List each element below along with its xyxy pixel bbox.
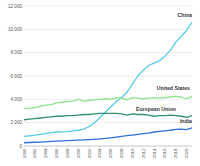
x-tick <box>89 146 90 148</box>
grid-line <box>24 52 192 53</box>
series-line <box>24 113 192 119</box>
grid-line <box>24 6 192 7</box>
y-tick-label: 2 000 <box>11 120 23 125</box>
x-tick-label: 1992 <box>32 148 37 158</box>
x-tick-label: 2018 <box>173 148 178 158</box>
x-tick-label: 2016 <box>162 148 167 158</box>
y-tick-label: 6 000 <box>11 74 23 79</box>
x-tick-label: 2008 <box>119 148 124 158</box>
x-tick-label: 2012 <box>141 148 146 158</box>
x-tick-label: 1998 <box>65 148 70 158</box>
x-tick-label: 2000 <box>76 148 81 158</box>
series-label: China <box>178 12 193 18</box>
x-tick-label: 1990 <box>22 148 27 158</box>
series-label: European Union <box>136 106 176 112</box>
series-label: United States <box>157 85 190 91</box>
y-tick-label: 10 000 <box>8 27 22 32</box>
series-label: India <box>180 118 192 124</box>
y-tick-label: 12 000 <box>8 4 22 9</box>
y-tick-label: 4 000 <box>11 97 23 102</box>
series-line <box>24 22 192 136</box>
x-tick-label: 2004 <box>97 148 102 158</box>
x-tick <box>121 146 122 148</box>
y-tick-label: 0 <box>19 144 22 149</box>
grid-line <box>24 122 192 123</box>
series-line <box>24 128 192 143</box>
grid-line <box>24 29 192 30</box>
x-tick <box>154 146 155 148</box>
x-tick <box>99 146 100 148</box>
x-tick-label: 2002 <box>87 148 92 158</box>
grid-line <box>24 76 192 77</box>
x-tick <box>67 146 68 148</box>
x-tick-label: 2010 <box>130 148 135 158</box>
x-tick-label: 2020 <box>184 148 189 158</box>
x-tick <box>175 146 176 148</box>
x-tick <box>34 146 35 148</box>
x-tick <box>143 146 144 148</box>
grid-line <box>24 146 192 147</box>
x-tick <box>110 146 111 148</box>
x-tick <box>24 146 25 148</box>
y-tick-label: 8 000 <box>11 50 23 55</box>
x-tick-label: 2006 <box>108 148 113 158</box>
x-tick <box>132 146 133 148</box>
x-tick <box>45 146 46 148</box>
series-group <box>24 22 192 142</box>
x-axis <box>24 146 192 147</box>
x-tick-label: 1994 <box>43 148 48 158</box>
x-tick <box>164 146 165 148</box>
x-tick-label: 1996 <box>54 148 59 158</box>
x-tick <box>56 146 57 148</box>
x-tick <box>78 146 79 148</box>
x-tick <box>186 146 187 148</box>
x-tick-label: 2014 <box>152 148 157 158</box>
chart: 0 2 000 4 000 6 000 8 000 10 000 12 000 1990 199… <box>0 0 200 166</box>
